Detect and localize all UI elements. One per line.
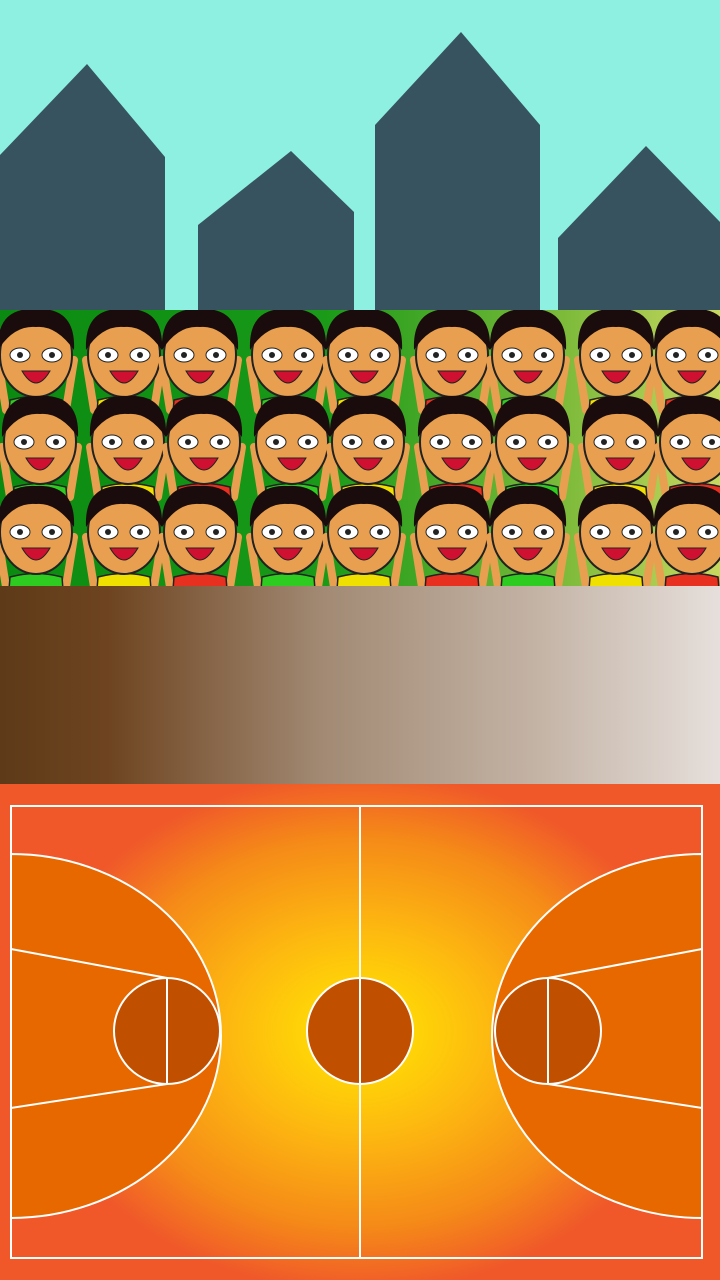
crowd-fan <box>650 485 720 586</box>
building-2 <box>198 151 354 320</box>
building-3 <box>375 32 540 320</box>
crowd-fan <box>410 485 494 586</box>
crowd-fan <box>82 485 166 586</box>
crowd-fan <box>322 485 406 586</box>
crowd-fan <box>246 485 330 586</box>
stand-barrier <box>0 586 720 784</box>
crowd-stand <box>0 310 720 586</box>
crowd-fans <box>0 310 720 586</box>
basketball-court <box>0 784 720 1280</box>
sky-backdrop <box>0 0 720 320</box>
crowd-fan <box>486 485 570 586</box>
crowd-fan <box>158 485 242 586</box>
crowd-fan <box>0 485 78 586</box>
building-4 <box>558 146 720 320</box>
crowd-fan <box>574 485 658 586</box>
building-1 <box>0 64 165 320</box>
